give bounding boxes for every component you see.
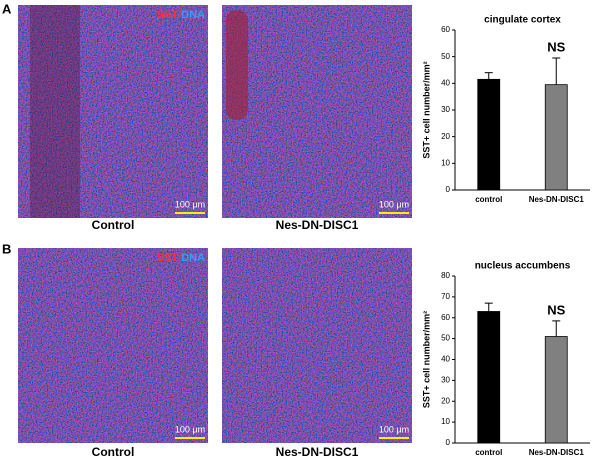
image-caption: Control bbox=[92, 445, 135, 459]
y-tick-label: 20 bbox=[441, 132, 450, 141]
y-axis-label: SST+ cell number/mm² bbox=[421, 311, 431, 408]
y-tick-label: 80 bbox=[441, 271, 450, 280]
y-tick-label: 10 bbox=[441, 417, 450, 426]
y-tick-label: 10 bbox=[441, 158, 450, 167]
image-caption: Control bbox=[92, 218, 135, 232]
micrograph bbox=[18, 248, 208, 443]
micrograph bbox=[222, 248, 412, 443]
y-tick-label: 40 bbox=[441, 355, 450, 364]
y-tick-label: 0 bbox=[446, 438, 451, 447]
stain-dna: DNA bbox=[181, 9, 205, 21]
chart-title: nucleus accumbens bbox=[475, 261, 571, 272]
chart-title: cingulate cortex bbox=[484, 15, 561, 26]
y-tick-label: 50 bbox=[441, 334, 450, 343]
x-tick-label: Nes-DN-DISC1 bbox=[529, 195, 585, 204]
micrograph bbox=[18, 5, 208, 218]
panel-label: B bbox=[2, 241, 11, 256]
y-tick-label: 60 bbox=[441, 25, 450, 34]
annotation: NS bbox=[547, 39, 565, 54]
annotation: NS bbox=[547, 302, 565, 317]
stain-label: SST/DNA bbox=[157, 252, 205, 264]
y-tick-label: 40 bbox=[441, 78, 450, 87]
micrograph bbox=[222, 5, 412, 218]
scale-bar-label: 100 μm bbox=[379, 424, 409, 434]
stain-dna: DNA bbox=[181, 252, 205, 264]
bar bbox=[544, 336, 568, 444]
y-tick-label: 60 bbox=[441, 313, 450, 322]
image-caption: Nes-DN-DISC1 bbox=[276, 445, 359, 459]
image-caption: Nes-DN-DISC1 bbox=[276, 218, 359, 232]
y-tick-label: 30 bbox=[441, 105, 450, 114]
stain-separator: / bbox=[178, 252, 181, 264]
bar bbox=[477, 311, 501, 444]
x-tick-label: Nes-DN-DISC1 bbox=[529, 448, 585, 457]
scale-bar-label: 100 μm bbox=[175, 199, 205, 209]
stain-label: SST/DNA bbox=[157, 9, 205, 21]
stain-sst: SST bbox=[157, 9, 179, 21]
x-tick-label: control bbox=[475, 195, 502, 204]
bar bbox=[477, 78, 501, 191]
x-tick-label: control bbox=[475, 448, 502, 457]
scale-bar-label: 100 μm bbox=[379, 199, 409, 209]
y-tick-label: 0 bbox=[446, 185, 451, 194]
y-tick-label: 70 bbox=[441, 292, 450, 301]
panel-label: A bbox=[2, 1, 12, 16]
y-tick-label: 30 bbox=[441, 375, 450, 384]
y-axis-label: SST+ cell number/mm² bbox=[421, 61, 431, 158]
stain-sst: SST bbox=[157, 252, 179, 264]
y-tick-label: 20 bbox=[441, 396, 450, 405]
scale-bar-label: 100 μm bbox=[175, 424, 205, 434]
bar bbox=[544, 84, 568, 191]
y-tick-label: 50 bbox=[441, 52, 450, 61]
stain-separator: / bbox=[178, 9, 181, 21]
